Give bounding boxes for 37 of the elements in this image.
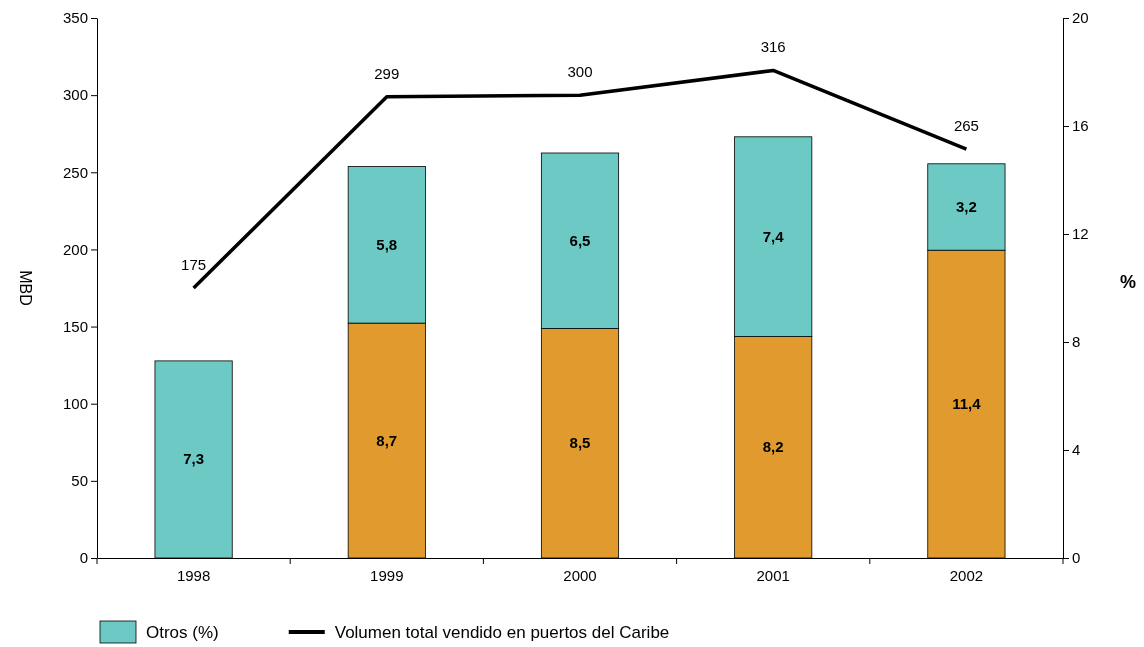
- data-label: 300: [567, 63, 593, 81]
- y2-tick-label: 20: [1072, 9, 1089, 27]
- y-tick-label: 350: [62, 9, 88, 27]
- y-tick-label: 0: [79, 549, 88, 567]
- y2-tick-label: 16: [1072, 117, 1089, 135]
- x-tick-label: 1998: [176, 566, 211, 584]
- x-tick-label: 1999: [370, 566, 404, 584]
- x-tick-label: 2002: [949, 566, 984, 584]
- data-label: 11,4: [952, 395, 982, 413]
- data-label: 7,4: [762, 227, 785, 245]
- data-label: 7,3: [183, 450, 205, 468]
- y-axis-title: MBD: [17, 270, 34, 306]
- data-label: 316: [760, 38, 786, 56]
- data-label: 175: [181, 256, 207, 273]
- y-tick-label: 50: [71, 472, 88, 490]
- legend-label: Otros (%): [146, 623, 219, 642]
- data-label: 8,5: [569, 434, 591, 452]
- y2-tick-label: 8: [1072, 333, 1081, 351]
- x-tick-label: 2001: [756, 566, 790, 584]
- data-label: 8,2: [762, 438, 784, 456]
- y-tick-label: 250: [62, 163, 88, 181]
- y-tick-label: 150: [62, 317, 88, 335]
- data-label: 8,7: [376, 431, 398, 449]
- data-label: 3,2: [955, 198, 977, 215]
- legend-label: Volumen total vendido en puertos del Caribe: [334, 623, 670, 642]
- data-label: 265: [953, 117, 979, 135]
- y2-axis-title: %: [1119, 272, 1137, 292]
- y-tick-label: 100: [62, 395, 88, 413]
- data-label: 5,8: [376, 235, 398, 253]
- y2-tick-label: 12: [1072, 225, 1089, 243]
- data-label: 6,5: [569, 231, 591, 249]
- y-tick-label: 200: [62, 240, 88, 258]
- y2-tick-label: 0: [1072, 549, 1081, 567]
- x-tick-label: 2000: [563, 566, 597, 584]
- data-label: 299: [374, 64, 400, 82]
- y-tick-label: 300: [62, 86, 88, 104]
- y2-tick-label: 4: [1072, 441, 1081, 459]
